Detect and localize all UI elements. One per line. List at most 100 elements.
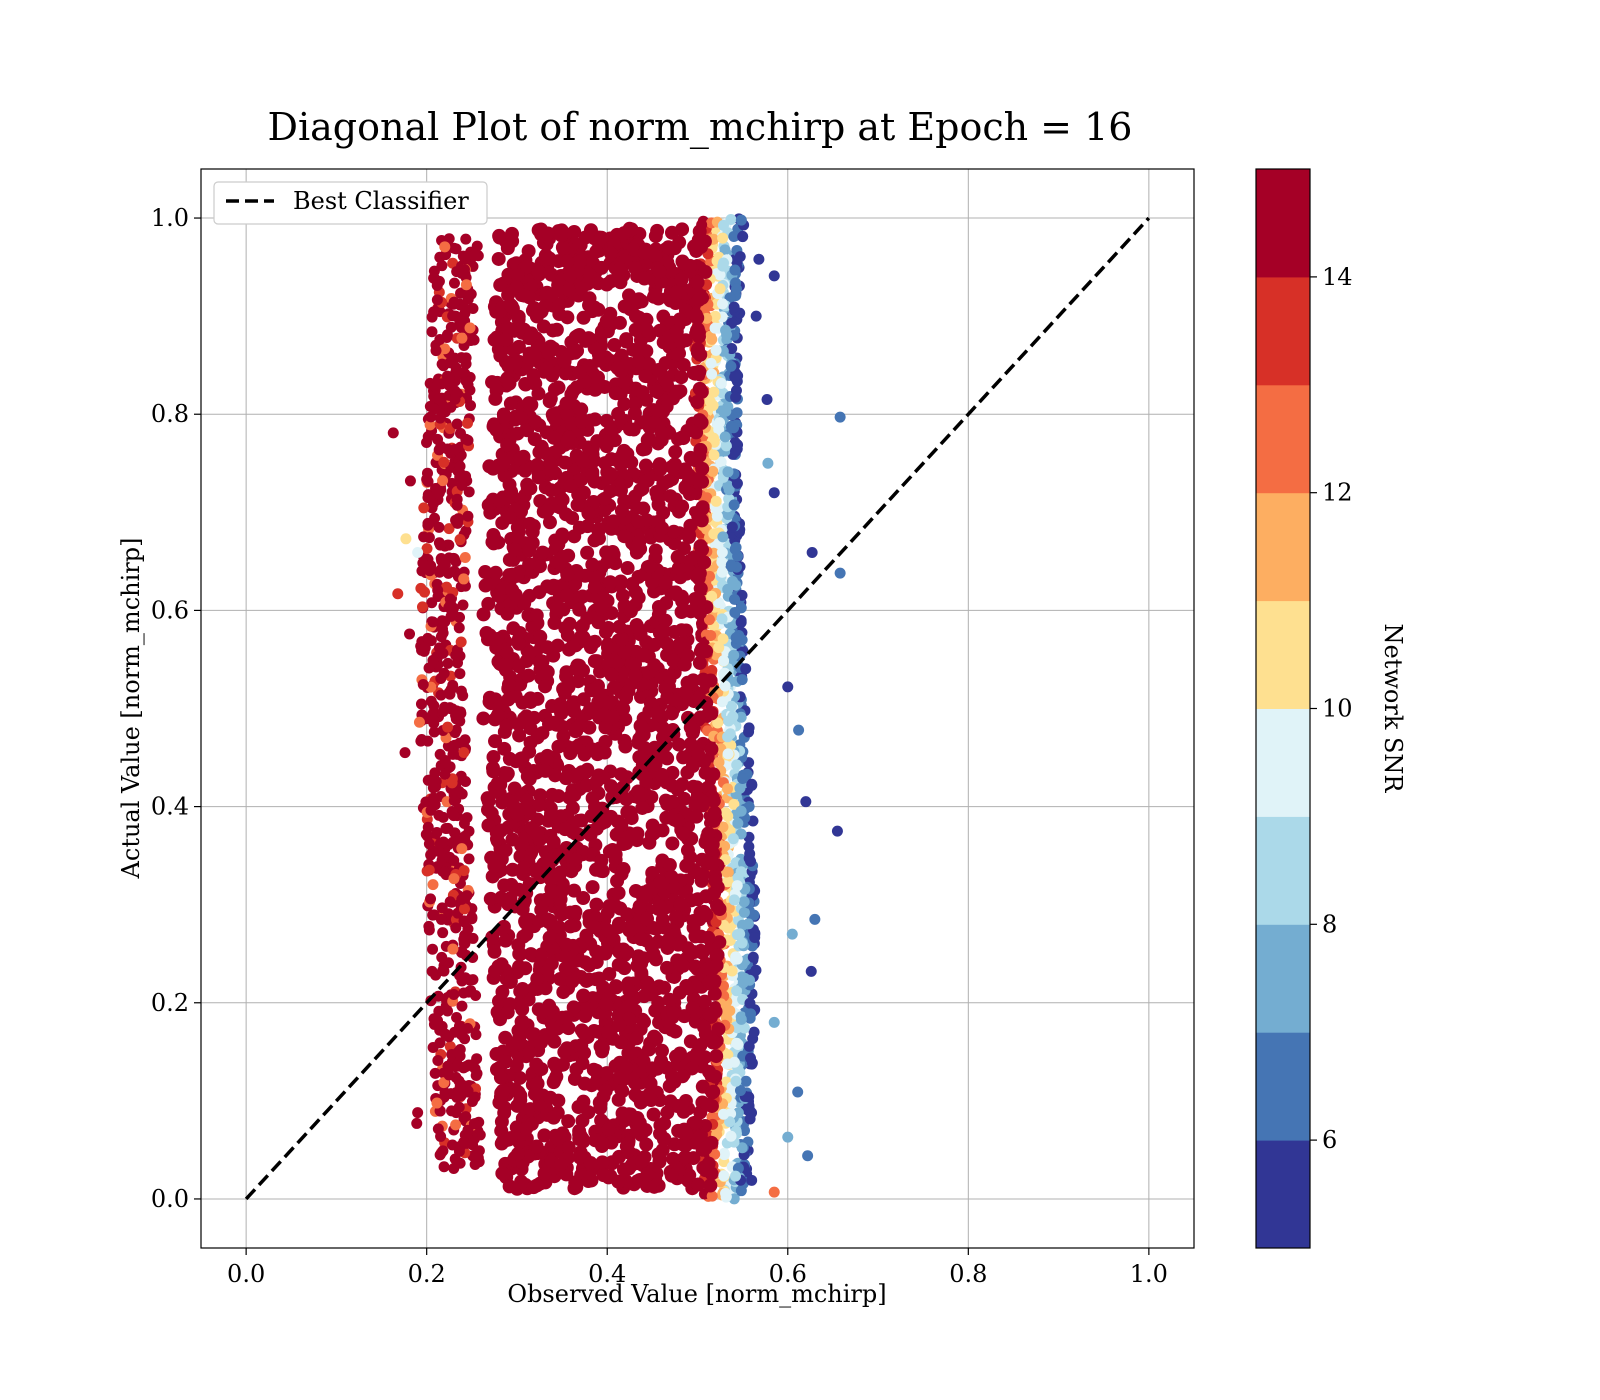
- body-point: [586, 1062, 601, 1077]
- edge-point: [729, 264, 741, 276]
- body-point: [559, 588, 574, 603]
- scatter-point-18: [427, 654, 439, 666]
- body-point: [614, 818, 629, 833]
- x-axis-ticks: 0.0 0.2 0.4 0.6 0.8 1.0: [227, 1248, 1168, 1288]
- body-point: [546, 835, 561, 850]
- body-point: [634, 1154, 649, 1169]
- y-tick-label-1: 0.2: [151, 989, 189, 1017]
- x-tick-label-5: 1.0: [1130, 1260, 1168, 1288]
- body-point: [519, 259, 534, 274]
- left-edge-point: [448, 873, 460, 885]
- edge-point: [743, 722, 755, 734]
- left-edge-point: [423, 920, 435, 932]
- legend-entry-best-classifier: Best Classifier: [293, 187, 469, 215]
- body-point: [707, 1035, 722, 1050]
- body-point: [570, 343, 585, 358]
- edge-point: [735, 1085, 747, 1097]
- left-edge-point: [436, 260, 448, 272]
- edge-point: [713, 597, 725, 609]
- body-point: [540, 963, 555, 978]
- left-edge-point: [451, 1012, 463, 1024]
- left-edge-point: [460, 304, 472, 316]
- edge-point: [738, 906, 750, 918]
- edge-point: [705, 630, 717, 642]
- left-edge-point: [427, 879, 439, 891]
- body-point: [481, 596, 496, 611]
- body-point: [561, 1140, 576, 1155]
- body-point: [707, 986, 722, 1001]
- body-point: [661, 474, 676, 489]
- edge-point: [727, 711, 739, 723]
- body-point: [707, 805, 722, 820]
- body-point: [634, 294, 649, 309]
- edge-point: [701, 312, 713, 324]
- edge-point: [734, 251, 746, 263]
- body-point: [677, 657, 692, 672]
- left-edge-point: [430, 345, 442, 357]
- body-point: [587, 682, 602, 697]
- body-point: [610, 873, 625, 888]
- edge-point: [735, 1013, 747, 1025]
- body-point: [635, 800, 650, 815]
- body-point: [493, 1012, 508, 1027]
- chart-title: Diagonal Plot of norm_mchirp at Epoch = …: [268, 105, 1133, 150]
- body-point: [591, 615, 606, 630]
- body-point: [697, 555, 712, 570]
- colorbar-tick-label-1: 8: [1322, 910, 1337, 938]
- body-point: [587, 800, 602, 815]
- body-point: [541, 857, 556, 872]
- body-point: [708, 873, 723, 888]
- body-point: [635, 442, 650, 457]
- body-point: [587, 382, 602, 397]
- left-edge-point: [459, 1061, 471, 1073]
- edge-point: [735, 616, 747, 628]
- scatter-point-12: [441, 329, 453, 341]
- edge-point: [722, 783, 734, 795]
- body-point: [552, 867, 567, 882]
- edge-point: [719, 680, 731, 692]
- body-point: [529, 1178, 544, 1193]
- left-edge-point: [416, 601, 428, 613]
- body-point: [512, 959, 527, 974]
- body-point: [582, 291, 597, 306]
- body-point: [693, 347, 708, 362]
- scatter-point-1: [404, 475, 416, 487]
- body-point: [594, 230, 609, 245]
- body-point: [696, 672, 711, 687]
- edge-point: [731, 985, 743, 997]
- body-point: [628, 322, 643, 337]
- x-tick-label-4: 0.8: [949, 1260, 987, 1288]
- body-point: [680, 843, 695, 858]
- body-point: [511, 1085, 526, 1100]
- body-point: [689, 809, 704, 824]
- body-point: [632, 900, 647, 915]
- body-point: [570, 566, 585, 581]
- body-point: [486, 764, 501, 779]
- body-point: [613, 574, 628, 589]
- left-edge-point: [431, 827, 443, 839]
- body-point: [638, 889, 653, 904]
- left-edge-point: [425, 804, 437, 816]
- left-edge-point: [439, 559, 451, 571]
- edge-point: [707, 400, 719, 412]
- body-point: [656, 623, 671, 638]
- left-edge-point: [438, 456, 450, 468]
- body-point: [647, 288, 662, 303]
- edge-point: [714, 283, 726, 295]
- body-point: [594, 853, 609, 868]
- left-edge-point: [443, 372, 455, 384]
- body-point: [548, 413, 563, 428]
- body-point: [675, 499, 690, 514]
- body-point: [612, 315, 627, 330]
- body-point: [648, 229, 663, 244]
- body-point: [565, 974, 580, 989]
- left-edge-point: [428, 403, 440, 415]
- body-point: [683, 258, 698, 273]
- edge-point: [716, 696, 728, 708]
- body-point: [712, 902, 727, 917]
- edge-point: [729, 593, 741, 605]
- body-point: [674, 272, 689, 287]
- body-point: [512, 728, 527, 743]
- body-point: [542, 515, 557, 530]
- body-point: [644, 1092, 659, 1107]
